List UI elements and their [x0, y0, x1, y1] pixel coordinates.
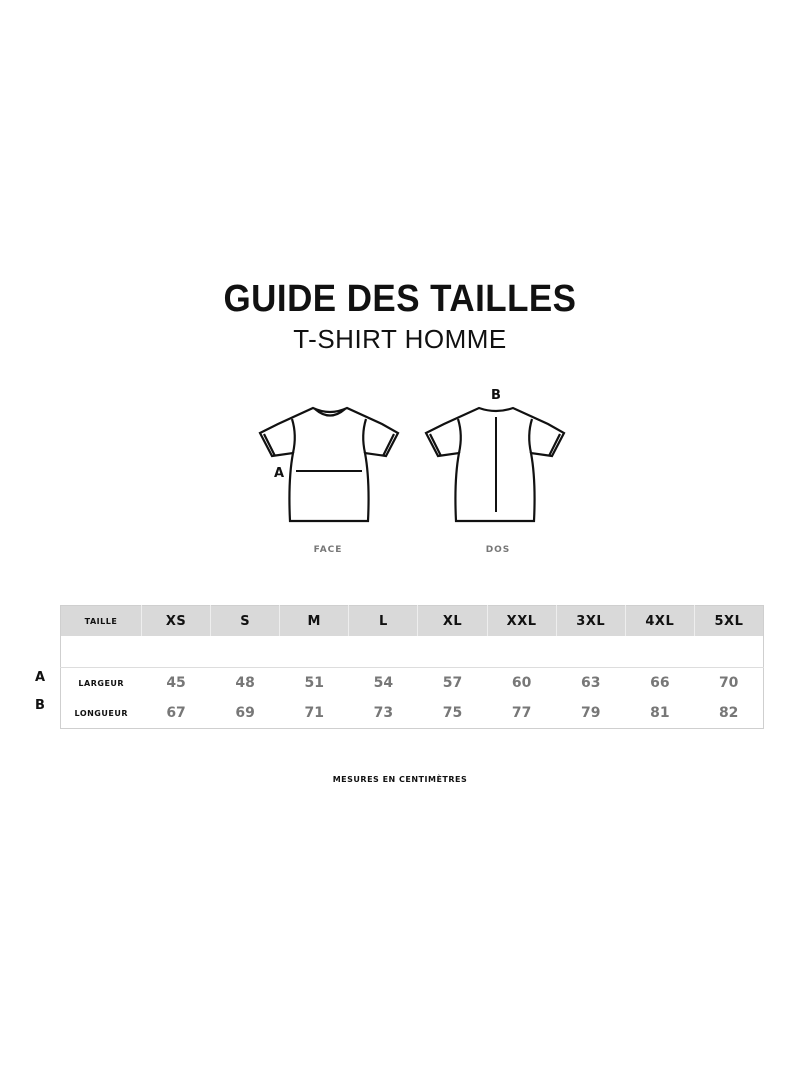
page-subtitle: T-SHIRT HOMME — [293, 324, 507, 354]
cell: 69 — [235, 705, 255, 721]
size-header: 4XL — [624, 605, 695, 636]
cell: 48 — [235, 675, 255, 691]
row-marker-b: B — [35, 698, 45, 713]
cell: 67 — [166, 705, 186, 721]
row-marker-a: A — [35, 670, 46, 685]
cell: 66 — [650, 675, 670, 691]
header-taille: TAILLE — [60, 605, 142, 636]
cell: 77 — [511, 705, 532, 721]
cell: 60 — [511, 675, 532, 691]
cell: 51 — [304, 675, 325, 691]
size-header: L — [348, 605, 418, 636]
cell: 82 — [718, 705, 739, 721]
size-header: 3XL — [555, 605, 626, 636]
units-note: MESURES EN CENTIMÈTRES — [332, 775, 468, 784]
cell: 70 — [718, 675, 739, 691]
tshirt-front-illustration: A — [258, 406, 400, 523]
cell: 73 — [373, 705, 394, 721]
cell: 57 — [442, 675, 463, 691]
spacer-row — [60, 636, 764, 668]
size-table: TAILLE XS S M L XL XXL 3XL 4XL 5XL LARGE… — [60, 605, 764, 729]
cell: 79 — [580, 705, 601, 721]
table-header-row: TAILLE XS S M L XL XXL 3XL 4XL 5XL — [60, 605, 764, 636]
cell: 81 — [650, 705, 670, 721]
table-row-largeur: LARGEUR 45 48 51 54 57 60 63 66 70 — [61, 668, 764, 699]
caption-dos: DOS — [485, 545, 511, 555]
cell: 45 — [166, 675, 186, 691]
cell: 75 — [442, 705, 463, 721]
cell: 54 — [373, 675, 394, 691]
row-label: LARGEUR — [78, 678, 125, 688]
tshirt-back-illustration: B — [424, 388, 566, 523]
size-header: XS — [140, 605, 211, 636]
cell: 63 — [580, 675, 601, 691]
size-header: S — [210, 605, 280, 636]
size-header: XXL — [486, 605, 557, 636]
caption-face: FACE — [313, 545, 343, 555]
size-header: M — [279, 605, 349, 636]
row-label: LONGUEUR — [74, 708, 128, 718]
cell: 71 — [304, 705, 325, 721]
size-header: 5XL — [693, 605, 764, 636]
table-row-longueur: LONGUEUR 67 69 71 73 75 77 79 81 82 — [61, 698, 764, 729]
marker-a: A — [274, 466, 284, 481]
size-header: XL — [417, 605, 488, 636]
marker-b: B — [491, 388, 501, 403]
page-title: GUIDE DES TAILLES — [223, 278, 577, 320]
